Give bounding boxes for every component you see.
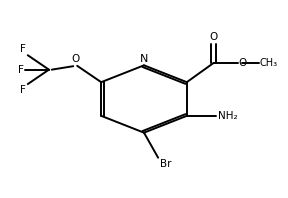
- Text: O: O: [238, 58, 247, 68]
- Text: O: O: [209, 32, 218, 42]
- Text: CH₃: CH₃: [260, 58, 278, 68]
- Text: N: N: [140, 54, 148, 64]
- Text: F: F: [20, 44, 26, 54]
- Text: F: F: [20, 85, 26, 95]
- Text: Br: Br: [160, 159, 171, 169]
- Text: F: F: [18, 65, 24, 75]
- Text: NH₂: NH₂: [218, 111, 238, 121]
- Text: O: O: [72, 54, 80, 64]
